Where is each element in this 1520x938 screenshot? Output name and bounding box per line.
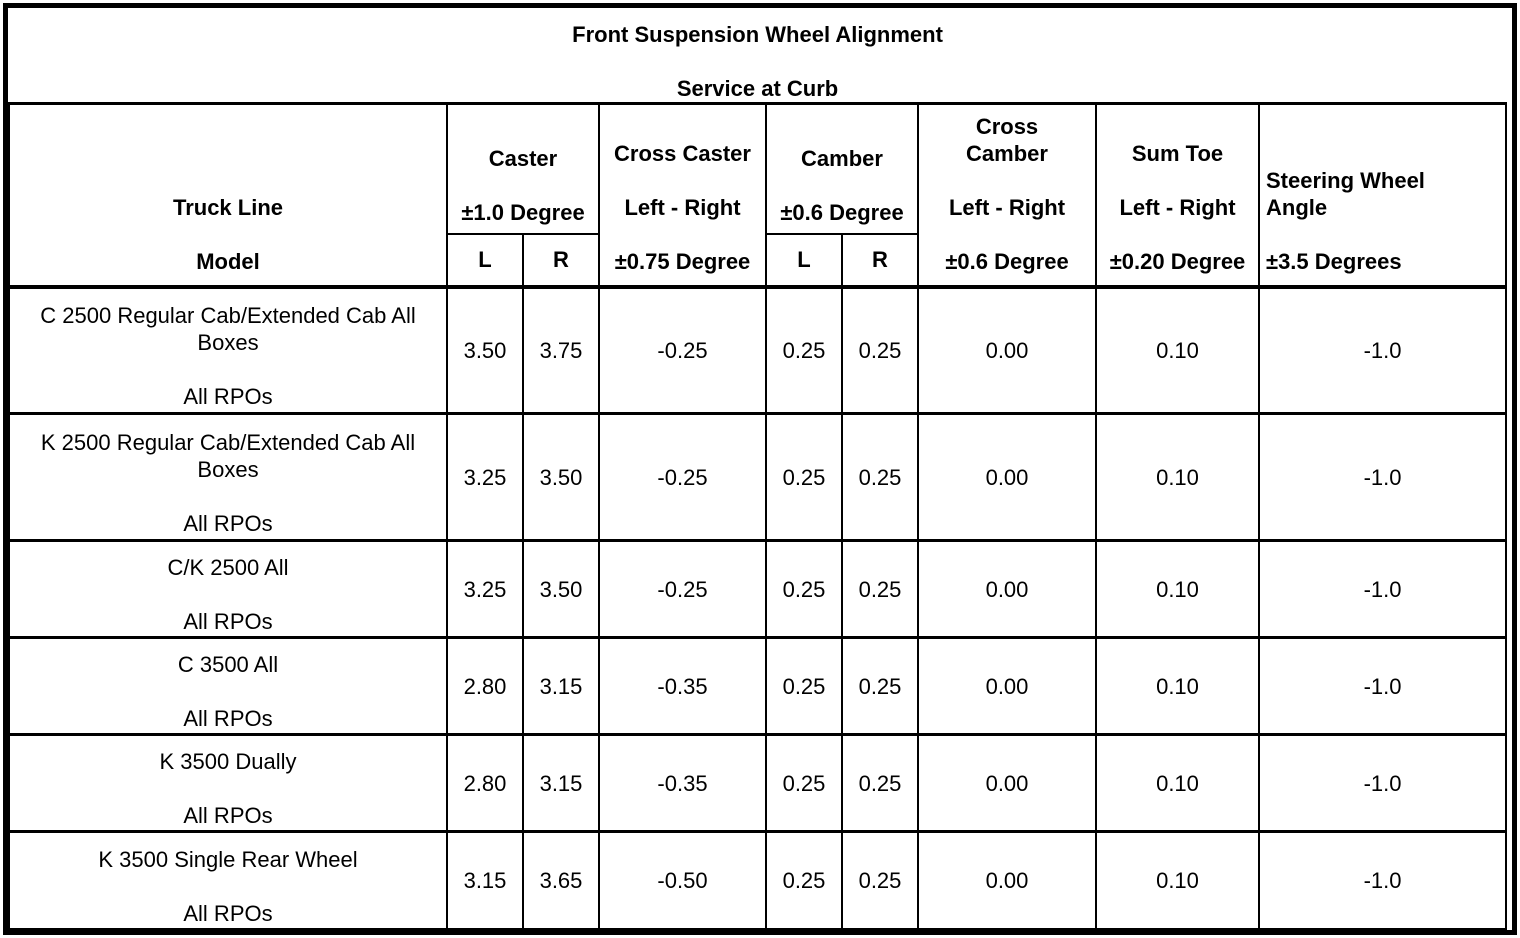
col-header-caster-right: R bbox=[522, 232, 600, 289]
steering-wheel-angle-value: -1.0 bbox=[1257, 285, 1508, 415]
caster-left-value: 3.25 bbox=[446, 539, 524, 639]
cross-caster-value: -0.35 bbox=[598, 733, 767, 833]
camber-right-value: 0.25 bbox=[841, 285, 919, 415]
sum-toe-value: 0.10 bbox=[1095, 285, 1260, 415]
cross-camber-value: 0.00 bbox=[917, 285, 1097, 415]
caster-left-value: 2.80 bbox=[446, 733, 524, 833]
caster-left-value: 3.15 bbox=[446, 830, 524, 931]
table-row: C 3500 All All RPOs 2.80 3.15 -0.35 0.25… bbox=[8, 636, 1508, 736]
camber-right-value: 0.25 bbox=[841, 830, 919, 931]
sum-toe-value: 0.10 bbox=[1095, 830, 1260, 931]
cross-caster-value: -0.25 bbox=[598, 412, 767, 542]
table-row: K 3500 Dually All RPOs 2.80 3.15 -0.35 0… bbox=[8, 733, 1508, 833]
col-header-steering-wheel-angle: Steering Wheel Angle ±3.5 Degrees bbox=[1257, 102, 1508, 289]
camber-left-value: 0.25 bbox=[765, 539, 843, 639]
sum-toe-value: 0.10 bbox=[1095, 733, 1260, 833]
cross-caster-value: -0.25 bbox=[598, 539, 767, 639]
col-header-camber-right: R bbox=[841, 232, 919, 289]
camber-left-value: 0.25 bbox=[765, 412, 843, 542]
camber-left-value: 0.25 bbox=[765, 830, 843, 931]
cross-camber-value: 0.00 bbox=[917, 830, 1097, 931]
table-title: Front Suspension Wheel Alignment bbox=[572, 22, 943, 47]
caster-left-value: 3.50 bbox=[446, 285, 524, 415]
model-cell: K 3500 Single Rear Wheel All RPOs bbox=[8, 830, 448, 931]
model-cell: C 3500 All All RPOs bbox=[8, 636, 448, 736]
cross-camber-value: 0.00 bbox=[917, 636, 1097, 736]
caster-left-value: 3.25 bbox=[446, 412, 524, 542]
table-row: C 2500 Regular Cab/Extended Cab All Boxe… bbox=[8, 285, 1508, 415]
table-row: C/K 2500 All All RPOs 3.25 3.50 -0.25 0.… bbox=[8, 539, 1508, 639]
col-header-sum-toe: Sum Toe Left - Right ±0.20 Degree bbox=[1095, 102, 1260, 289]
caster-right-value: 3.65 bbox=[522, 830, 600, 931]
cross-caster-value: -0.50 bbox=[598, 830, 767, 931]
camber-right-value: 0.25 bbox=[841, 539, 919, 639]
model-cell: K 2500 Regular Cab/Extended Cab All Boxe… bbox=[8, 412, 448, 542]
table-title-block: Front Suspension Wheel Alignment Service… bbox=[9, 8, 1507, 106]
col-header-cross-camber: Cross Camber Left - Right ±0.6 Degree bbox=[917, 102, 1097, 289]
alignment-table: Front Suspension Wheel Alignment Service… bbox=[8, 8, 1508, 931]
model-cell: C 2500 Regular Cab/Extended Cab All Boxe… bbox=[8, 285, 448, 415]
col-header-caster-left: L bbox=[446, 232, 524, 289]
steering-wheel-angle-value: -1.0 bbox=[1257, 539, 1508, 639]
camber-right-value: 0.25 bbox=[841, 636, 919, 736]
col-header-cross-caster: Cross Caster Left - Right ±0.75 Degree bbox=[598, 102, 767, 289]
caster-right-value: 3.15 bbox=[522, 733, 600, 833]
col-header-camber: Camber ±0.6 Degree bbox=[765, 102, 919, 235]
table-subtitle: Service at Curb bbox=[676, 76, 839, 101]
page-frame: Front Suspension Wheel Alignment Service… bbox=[3, 3, 1517, 935]
caster-right-value: 3.50 bbox=[522, 412, 600, 542]
table-row: K 2500 Regular Cab/Extended Cab All Boxe… bbox=[8, 412, 1508, 542]
caster-right-value: 3.15 bbox=[522, 636, 600, 736]
cross-camber-value: 0.00 bbox=[917, 539, 1097, 639]
sum-toe-value: 0.10 bbox=[1095, 539, 1260, 639]
sum-toe-value: 0.10 bbox=[1095, 412, 1260, 542]
steering-wheel-angle-value: -1.0 bbox=[1257, 733, 1508, 833]
camber-left-value: 0.25 bbox=[765, 285, 843, 415]
col-header-truck-line-model: Truck Line Model bbox=[8, 102, 448, 289]
caster-right-value: 3.75 bbox=[522, 285, 600, 415]
table-row: K 3500 Single Rear Wheel All RPOs 3.15 3… bbox=[8, 830, 1508, 931]
model-cell: K 3500 Dually All RPOs bbox=[8, 733, 448, 833]
steering-wheel-angle-value: -1.0 bbox=[1257, 636, 1508, 736]
camber-right-value: 0.25 bbox=[841, 412, 919, 542]
caster-right-value: 3.50 bbox=[522, 539, 600, 639]
cross-caster-value: -0.25 bbox=[598, 285, 767, 415]
col-header-camber-left: L bbox=[765, 232, 843, 289]
camber-right-value: 0.25 bbox=[841, 733, 919, 833]
col-header-caster: Caster ±1.0 Degree bbox=[446, 102, 600, 235]
cross-camber-value: 0.00 bbox=[917, 412, 1097, 542]
cross-caster-value: -0.35 bbox=[598, 636, 767, 736]
camber-left-value: 0.25 bbox=[765, 636, 843, 736]
camber-left-value: 0.25 bbox=[765, 733, 843, 833]
cross-camber-value: 0.00 bbox=[917, 733, 1097, 833]
caster-left-value: 2.80 bbox=[446, 636, 524, 736]
sum-toe-value: 0.10 bbox=[1095, 636, 1260, 736]
steering-wheel-angle-value: -1.0 bbox=[1257, 412, 1508, 542]
model-cell: C/K 2500 All All RPOs bbox=[8, 539, 448, 639]
steering-wheel-angle-value: -1.0 bbox=[1257, 830, 1508, 931]
